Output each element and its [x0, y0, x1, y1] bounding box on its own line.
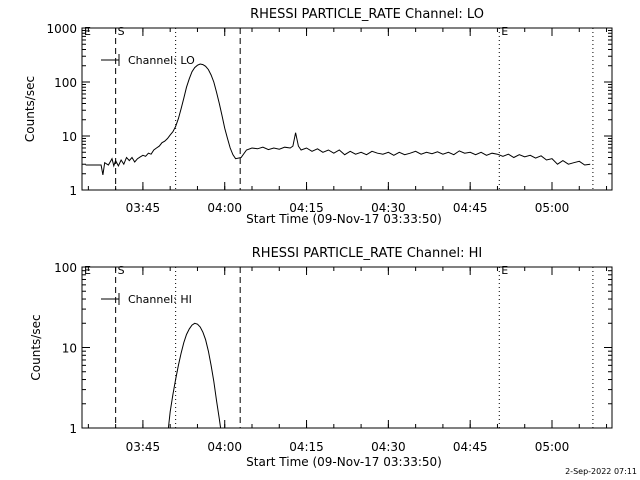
y-tick-label: 1000 — [46, 22, 77, 36]
y-tick-label: 1 — [69, 184, 77, 198]
event-marker-label: E — [84, 264, 91, 277]
x-tick-label: 04:00 — [207, 440, 242, 454]
y-tick-label: 10 — [62, 342, 77, 356]
panel-hi: RHESSI PARTICLE_RATE Channel: HI Start Ti… — [29, 246, 613, 469]
x-axis-label: Start Time (09-Nov-17 03:33:50) — [246, 455, 442, 469]
y-tick-label: 10 — [62, 130, 77, 144]
x-tick-label: 04:15 — [289, 440, 324, 454]
x-tick-label: 05:00 — [535, 201, 570, 215]
legend-label: Channel: LO — [128, 54, 195, 67]
x-tick-label: 04:00 — [207, 201, 242, 215]
x-tick-label: 04:45 — [453, 440, 488, 454]
x-tick-label: 05:00 — [535, 440, 570, 454]
y-tick-label: 100 — [54, 76, 77, 90]
y-axis-label: Counts/sec — [23, 76, 37, 142]
legend-label: Channel: HI — [128, 293, 192, 306]
y-tick-label: 100 — [54, 261, 77, 275]
x-tick-label: 04:45 — [453, 201, 488, 215]
event-marker-label: S — [118, 264, 125, 277]
footer-timestamp: 2-Sep-2022 07:11 — [565, 467, 637, 476]
event-marker-label: E — [501, 25, 508, 38]
y-tick-label: 1 — [69, 422, 77, 436]
x-tick-label: 03:45 — [126, 440, 161, 454]
series-line — [85, 63, 591, 175]
x-tick-label: 03:45 — [126, 201, 161, 215]
x-tick-label: 04:15 — [289, 201, 324, 215]
series-line — [167, 322, 222, 429]
plot-frame — [81, 266, 613, 429]
chart-title: RHESSI PARTICLE_RATE Channel: HI — [252, 246, 482, 261]
event-marker-label: E — [84, 25, 91, 38]
x-tick-label: 04:30 — [371, 440, 406, 454]
event-marker-label: S — [118, 25, 125, 38]
plot-frame — [81, 27, 613, 191]
panel-lo: RHESSI PARTICLE_RATE Channel: LO Start Ti… — [23, 7, 613, 226]
y-axis-label: Counts/sec — [29, 314, 43, 380]
chart-title: RHESSI PARTICLE_RATE Channel: LO — [250, 7, 484, 22]
x-tick-label: 04:30 — [371, 201, 406, 215]
event-marker-label: E — [501, 264, 508, 277]
x-axis-label: Start Time (09-Nov-17 03:33:50) — [246, 212, 442, 226]
